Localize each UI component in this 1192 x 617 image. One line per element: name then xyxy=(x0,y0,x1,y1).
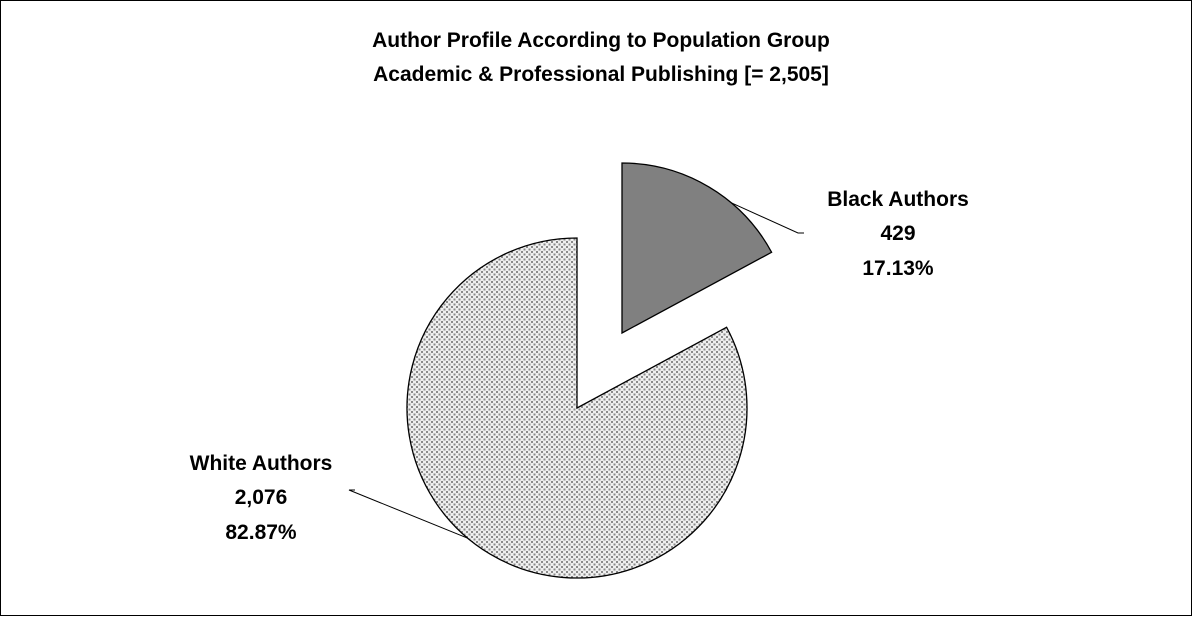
leader-line-white-authors xyxy=(348,489,468,539)
black-authors-value: 429 xyxy=(880,222,915,245)
slice-label-black-authors: Black Authors 429 17.13% xyxy=(827,188,969,280)
slice-label-white-authors: White Authors 2,076 82.87% xyxy=(190,452,333,544)
white-authors-name: White Authors xyxy=(190,452,333,475)
white-authors-percent: 82.87% xyxy=(225,521,297,544)
pie-slice-white-authors xyxy=(406,237,748,579)
pie-slice-black-authors xyxy=(621,162,773,335)
chart-title: Author Profile According to Population G… xyxy=(372,29,830,86)
black-authors-percent: 17.13% xyxy=(862,257,934,280)
leader-line-black-authors xyxy=(731,202,804,234)
pie-slices xyxy=(406,162,773,579)
leader-lines xyxy=(348,202,804,539)
chart-title-line: Author Profile According to Population G… xyxy=(372,29,830,52)
chart-subtitle-line: Academic & Professional Publishing [= 2,… xyxy=(373,63,829,86)
white-authors-value: 2,076 xyxy=(235,486,288,509)
black-authors-name: Black Authors xyxy=(827,188,969,211)
